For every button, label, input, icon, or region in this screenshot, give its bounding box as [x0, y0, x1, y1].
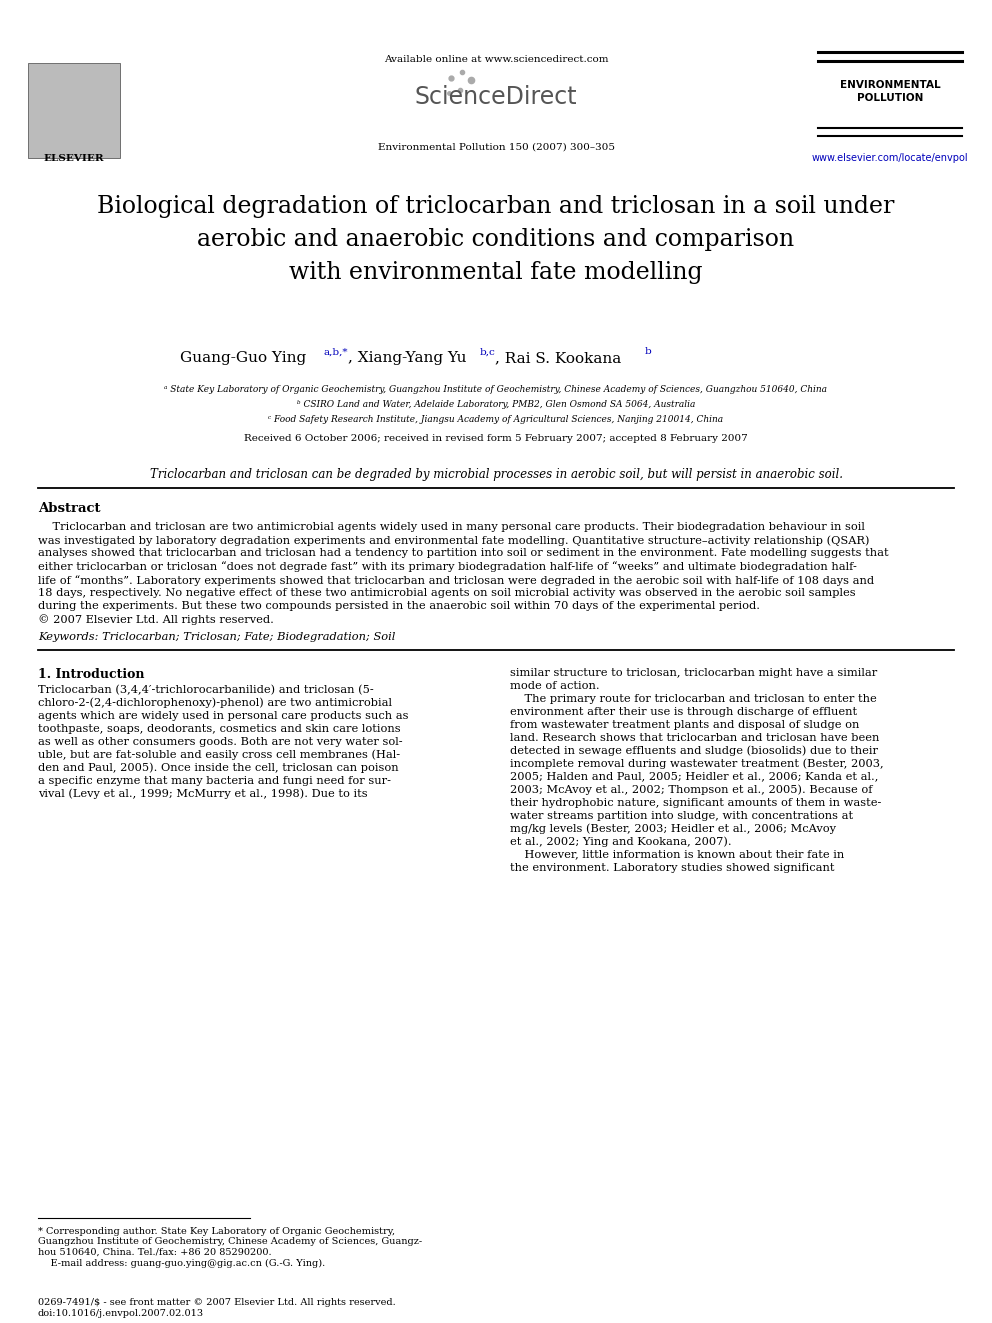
Text: 1. Introduction: 1. Introduction [38, 668, 145, 680]
Text: either triclocarban or triclosan “does not degrade fast” with its primary biodeg: either triclocarban or triclosan “does n… [38, 561, 857, 573]
Text: uble, but are fat-soluble and easily cross cell membranes (Hal-: uble, but are fat-soluble and easily cro… [38, 750, 400, 761]
Text: ELSEVIER: ELSEVIER [44, 153, 104, 163]
Text: chloro-2-(2,4-dichlorophenoxy)-phenol) are two antimicrobial: chloro-2-(2,4-dichlorophenoxy)-phenol) a… [38, 697, 392, 708]
Text: 2005; Halden and Paul, 2005; Heidler et al., 2006; Kanda et al.,: 2005; Halden and Paul, 2005; Heidler et … [510, 771, 878, 782]
Text: Received 6 October 2006; received in revised form 5 February 2007; accepted 8 Fe: Received 6 October 2006; received in rev… [244, 434, 748, 443]
Text: incomplete removal during wastewater treatment (Bester, 2003,: incomplete removal during wastewater tre… [510, 758, 884, 769]
Text: as well as other consumers goods. Both are not very water sol-: as well as other consumers goods. Both a… [38, 737, 403, 746]
Text: Keywords: Triclocarban; Triclosan; Fate; Biodegradation; Soil: Keywords: Triclocarban; Triclosan; Fate;… [38, 631, 396, 642]
Text: Environmental Pollution 150 (2007) 300–305: Environmental Pollution 150 (2007) 300–3… [378, 143, 614, 152]
Text: © 2007 Elsevier Ltd. All rights reserved.: © 2007 Elsevier Ltd. All rights reserved… [38, 614, 274, 626]
Text: detected in sewage effluents and sludge (biosolids) due to their: detected in sewage effluents and sludge … [510, 746, 878, 757]
Text: a,b,*: a,b,* [323, 348, 347, 356]
Text: Triclocarban and triclosan are two antimicrobial agents widely used in many pers: Triclocarban and triclosan are two antim… [38, 523, 865, 532]
Text: toothpaste, soaps, deodorants, cosmetics and skin care lotions: toothpaste, soaps, deodorants, cosmetics… [38, 724, 401, 733]
Text: www.elsevier.com/locate/envpol: www.elsevier.com/locate/envpol [811, 153, 968, 163]
Text: their hydrophobic nature, significant amounts of them in waste-: their hydrophobic nature, significant am… [510, 798, 881, 807]
Text: ᵃ State Key Laboratory of Organic Geochemistry, Guangzhou Institute of Geochemis: ᵃ State Key Laboratory of Organic Geoche… [165, 385, 827, 394]
Text: ᶜ Food Safety Research Institute, Jiangsu Academy of Agricultural Sciences, Nanj: ᶜ Food Safety Research Institute, Jiangs… [269, 415, 723, 423]
Text: water streams partition into sludge, with concentrations at: water streams partition into sludge, wit… [510, 811, 853, 820]
Text: 2003; McAvoy et al., 2002; Thompson et al., 2005). Because of: 2003; McAvoy et al., 2002; Thompson et a… [510, 785, 873, 795]
Text: Triclocarban and triclosan can be degraded by microbial processes in aerobic soi: Triclocarban and triclosan can be degrad… [150, 468, 842, 482]
Text: a specific enzyme that many bacteria and fungi need for sur-: a specific enzyme that many bacteria and… [38, 775, 391, 786]
Text: mg/kg levels (Bester, 2003; Heidler et al., 2006; McAvoy: mg/kg levels (Bester, 2003; Heidler et a… [510, 824, 836, 835]
Text: during the experiments. But these two compounds persisted in the anaerobic soil : during the experiments. But these two co… [38, 601, 760, 611]
Text: 18 days, respectively. No negative effect of these two antimicrobial agents on s: 18 days, respectively. No negative effec… [38, 587, 856, 598]
Text: agents which are widely used in personal care products such as: agents which are widely used in personal… [38, 710, 409, 721]
Text: , Xiang-Yang Yu: , Xiang-Yang Yu [348, 351, 466, 365]
Text: Biological degradation of triclocarban and triclosan in a soil under
aerobic and: Biological degradation of triclocarban a… [97, 194, 895, 284]
Text: The primary route for triclocarban and triclosan to enter the: The primary route for triclocarban and t… [510, 693, 877, 704]
Text: ENVIRONMENTAL: ENVIRONMENTAL [839, 79, 940, 90]
Text: , Rai S. Kookana: , Rai S. Kookana [495, 351, 621, 365]
Text: * Corresponding author. State Key Laboratory of Organic Geochemistry,: * Corresponding author. State Key Labora… [38, 1226, 395, 1236]
Text: Abstract: Abstract [38, 501, 100, 515]
Text: POLLUTION: POLLUTION [857, 93, 924, 103]
Text: Available online at www.sciencedirect.com: Available online at www.sciencedirect.co… [384, 56, 608, 64]
Text: similar structure to triclosan, triclocarban might have a similar: similar structure to triclosan, tricloca… [510, 668, 877, 677]
Text: den and Paul, 2005). Once inside the cell, triclosan can poison: den and Paul, 2005). Once inside the cel… [38, 762, 399, 773]
Text: Guang-Guo Ying: Guang-Guo Ying [180, 351, 307, 365]
Text: the environment. Laboratory studies showed significant: the environment. Laboratory studies show… [510, 863, 834, 873]
Text: Triclocarban (3,4,4′-trichlorocarbanilide) and triclosan (5-: Triclocarban (3,4,4′-trichlorocarbanilid… [38, 684, 374, 695]
Text: ScienceDirect: ScienceDirect [415, 85, 577, 108]
Text: hou 510640, China. Tel./fax: +86 20 85290200.: hou 510640, China. Tel./fax: +86 20 8529… [38, 1248, 272, 1257]
Text: from wastewater treatment plants and disposal of sludge on: from wastewater treatment plants and dis… [510, 720, 859, 729]
Text: land. Research shows that triclocarban and triclosan have been: land. Research shows that triclocarban a… [510, 733, 879, 742]
Text: However, little information is known about their fate in: However, little information is known abo… [510, 849, 844, 860]
Text: life of “months”. Laboratory experiments showed that triclocarban and triclosan : life of “months”. Laboratory experiments… [38, 574, 874, 586]
Text: environment after their use is through discharge of effluent: environment after their use is through d… [510, 706, 857, 717]
Text: ᵇ CSIRO Land and Water, Adelaide Laboratory, PMB2, Glen Osmond SA 5064, Australi: ᵇ CSIRO Land and Water, Adelaide Laborat… [297, 400, 695, 409]
Bar [28, 64, 120, 157]
Text: was investigated by laboratory degradation experiments and environmental fate mo: was investigated by laboratory degradati… [38, 536, 870, 546]
Text: mode of action.: mode of action. [510, 680, 599, 691]
Text: doi:10.1016/j.envpol.2007.02.013: doi:10.1016/j.envpol.2007.02.013 [38, 1308, 204, 1318]
Text: b: b [645, 348, 652, 356]
Text: Guangzhou Institute of Geochemistry, Chinese Academy of Sciences, Guangz-: Guangzhou Institute of Geochemistry, Chi… [38, 1237, 423, 1246]
Text: analyses showed that triclocarban and triclosan had a tendency to partition into: analyses showed that triclocarban and tr… [38, 549, 889, 558]
Text: E-mail address: guang-guo.ying@gig.ac.cn (G.-G. Ying).: E-mail address: guang-guo.ying@gig.ac.cn… [38, 1258, 325, 1267]
Text: vival (Levy et al., 1999; McMurry et al., 1998). Due to its: vival (Levy et al., 1999; McMurry et al.… [38, 789, 368, 799]
Text: et al., 2002; Ying and Kookana, 2007).: et al., 2002; Ying and Kookana, 2007). [510, 836, 732, 847]
Text: 0269-7491/$ - see front matter © 2007 Elsevier Ltd. All rights reserved.: 0269-7491/$ - see front matter © 2007 El… [38, 1298, 396, 1307]
Text: b,c: b,c [480, 348, 496, 356]
